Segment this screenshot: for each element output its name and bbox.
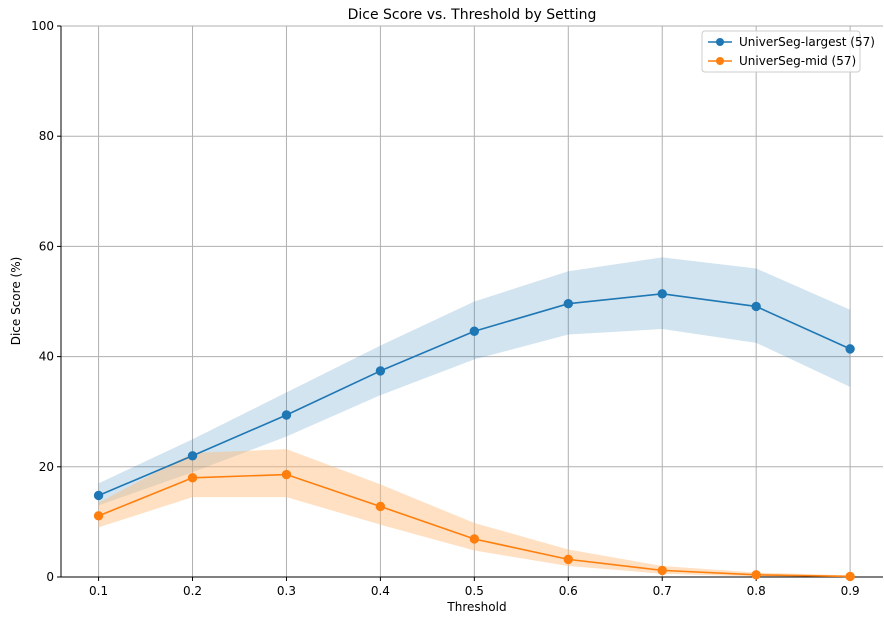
- x-tick-label: 0.9: [841, 584, 860, 598]
- y-tick-label: 20: [39, 460, 54, 474]
- data-point: [751, 570, 761, 580]
- data-point: [93, 490, 104, 501]
- data-point: [375, 366, 386, 376]
- x-tick-label: 0.3: [277, 584, 296, 598]
- data-point: [751, 301, 761, 312]
- data-point: [93, 511, 104, 521]
- tick-labels: 0.1 0.2 0.3 0.4 0.5 0.6 0.7 0.8 0.9 0 20 40 60 80 100: [31, 19, 860, 598]
- data-point: [469, 326, 480, 336]
- x-tick-label: 0.6: [559, 584, 578, 598]
- data-point: [563, 299, 573, 309]
- chart-title: Dice Score vs. Threshold by Setting: [348, 7, 597, 23]
- x-tick-label: 0.5: [465, 584, 484, 598]
- y-tick-label: 40: [39, 350, 54, 364]
- y-axis-label: Dice Score (%): [9, 257, 23, 346]
- data-point: [563, 554, 573, 565]
- x-tick-label: 0.7: [653, 584, 672, 598]
- legend-marker: [716, 38, 724, 46]
- y-tick-label: 60: [39, 239, 54, 253]
- confidence-bands: [98, 257, 851, 577]
- x-tick-label: 0.8: [747, 584, 766, 598]
- confidence-band: [98, 257, 851, 506]
- data-point: [281, 410, 292, 420]
- x-tick-label: 0.1: [89, 584, 108, 598]
- x-tick-label: 0.2: [183, 584, 202, 598]
- legend-label: UniverSeg-mid (57): [739, 54, 856, 68]
- legend-box: [701, 30, 861, 73]
- legend-label: UniverSeg-largest (57): [739, 35, 875, 49]
- data-point: [845, 571, 855, 582]
- data-point: [375, 501, 386, 512]
- legend-marker: [716, 57, 724, 65]
- data-point: [187, 451, 198, 461]
- y-tick-label: 0: [46, 570, 54, 584]
- data-point: [281, 469, 292, 480]
- data-point: [657, 289, 667, 299]
- x-tick-label: 0.4: [371, 584, 390, 598]
- data-point: [845, 344, 855, 354]
- y-tick-label: 100: [31, 19, 54, 33]
- y-tick-label: 80: [39, 129, 54, 143]
- legend: UniverSeg-largest (57) UniverSeg-mid (57): [701, 30, 875, 73]
- data-point: [657, 565, 667, 576]
- data-point: [469, 534, 480, 544]
- x-axis-label: Threshold: [446, 600, 506, 614]
- confidence-band: [98, 449, 851, 577]
- series: [93, 289, 855, 582]
- data-point: [187, 473, 198, 483]
